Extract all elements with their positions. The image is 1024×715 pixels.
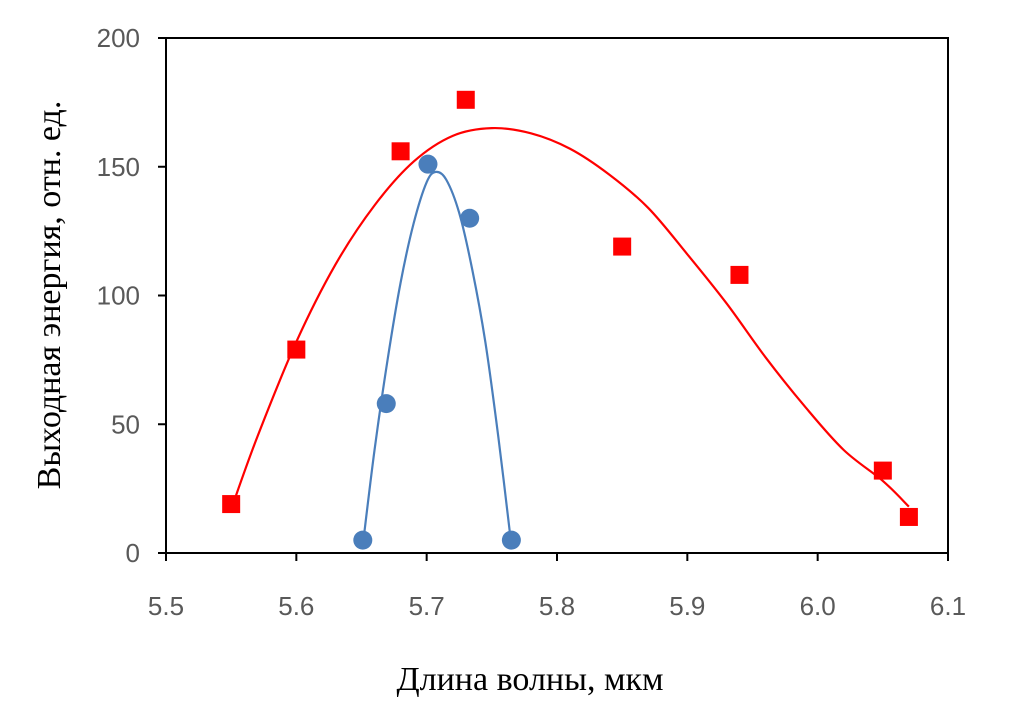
x-tick-label: 5.5 [148, 591, 184, 621]
y-tick-label: 50 [111, 409, 140, 439]
x-tick-label: 5.6 [278, 591, 314, 621]
square-data-point [899, 507, 918, 526]
x-axis-ticks: 5.5 5.6 5.7 5.8 5.9 6.0 6.1 [148, 553, 966, 621]
y-tick-label: 150 [97, 152, 140, 182]
circle-data-point [501, 530, 521, 550]
square-data-point [873, 461, 892, 480]
y-tick-label: 200 [97, 23, 140, 53]
plot-area [165, 37, 949, 554]
square-data-point [613, 237, 632, 256]
circle-data-point [376, 394, 396, 414]
square-data-point [456, 90, 475, 109]
x-axis-title: Длина волны, мкм [396, 661, 663, 698]
y-tick-label: 0 [126, 538, 140, 568]
square-data-point [222, 495, 241, 514]
square-data-point [287, 340, 306, 359]
square-data-point [730, 265, 749, 284]
x-tick-label: 5.8 [539, 591, 575, 621]
x-tick-label: 5.9 [669, 591, 705, 621]
circle-data-point [353, 530, 373, 550]
x-tick-label: 5.7 [409, 591, 445, 621]
data-markers [222, 90, 918, 550]
x-tick-label: 6.0 [800, 591, 836, 621]
fit-curves [230, 126, 910, 546]
circle-data-point [418, 154, 438, 174]
y-axis-title: Выходная энергия, отн. ед. [31, 101, 68, 490]
fit-curve-2 [361, 170, 513, 546]
square-data-point [391, 142, 410, 161]
x-tick-label: 6.1 [930, 591, 966, 621]
circle-data-point [460, 208, 480, 228]
y-tick-label: 100 [97, 281, 140, 311]
fit-curve-1 [230, 126, 910, 510]
y-axis-ticks: 0 50 100 150 200 [97, 23, 166, 568]
